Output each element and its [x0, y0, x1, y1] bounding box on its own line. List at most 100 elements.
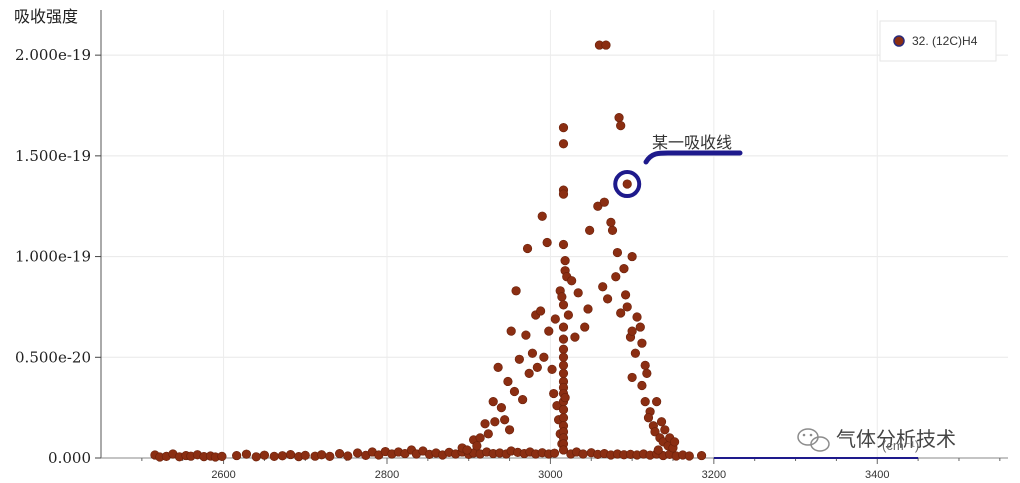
data-point [558, 139, 569, 149]
data-point [558, 368, 569, 379]
data-point [614, 112, 624, 123]
data-point [352, 448, 363, 458]
data-point [493, 362, 503, 372]
data-point [527, 348, 538, 358]
data-point [500, 415, 510, 425]
legend-marker [893, 35, 905, 47]
data-point [560, 392, 570, 403]
data-point [334, 448, 345, 459]
annotation-pointer [643, 150, 743, 165]
data-point [558, 239, 569, 250]
y-ticks: 0.000 0.500e-20 1.000e-19 1.500e-19 2.000e-1… [15, 46, 101, 467]
data-point [503, 376, 513, 387]
data-point [622, 179, 632, 189]
data-point [496, 403, 506, 413]
data-point [653, 445, 663, 455]
data-point [632, 312, 642, 322]
data-point [558, 413, 569, 423]
watermark-text: 气体分析技术 [836, 427, 956, 451]
data-point [550, 314, 560, 324]
y-tick-label: 2.000e-19 [15, 46, 91, 64]
data-point [509, 386, 520, 397]
data-point [612, 247, 623, 258]
grid [101, 10, 1008, 458]
data-point [511, 286, 521, 296]
data-point [475, 433, 485, 443]
data-point [606, 217, 616, 227]
data-point [599, 197, 609, 207]
data-point [522, 243, 533, 254]
data-point [601, 40, 611, 50]
data-point [696, 450, 707, 461]
data-point [549, 448, 560, 458]
data-point [630, 348, 640, 358]
data-point [593, 201, 603, 211]
data-point [518, 394, 528, 405]
data-point [285, 449, 296, 460]
data-point [580, 322, 590, 332]
data-point [558, 360, 569, 370]
data-point [504, 425, 515, 435]
data-point [536, 306, 546, 316]
data-point [483, 429, 493, 439]
data-point [684, 451, 694, 461]
data-point [480, 419, 490, 429]
data-points [150, 40, 707, 462]
data-point [611, 272, 621, 282]
data-point [544, 326, 554, 336]
data-point [532, 362, 542, 372]
data-point [616, 121, 626, 131]
data-point [637, 338, 647, 348]
data-point [585, 225, 595, 235]
x-tick-label: 2800 [375, 469, 399, 481]
data-point [558, 334, 569, 344]
data-point [567, 276, 577, 286]
data-point [583, 304, 593, 314]
data-point [670, 437, 680, 447]
data-point [558, 322, 569, 332]
x-ticks: 2600 2800 3000 3200 3400 [141, 457, 1001, 481]
annotation-circle [613, 170, 642, 199]
data-point [300, 450, 310, 460]
data-point [642, 368, 652, 379]
data-point [652, 397, 662, 407]
data-point [563, 310, 573, 320]
legend-label: 32. (12C)H4 [912, 34, 978, 48]
data-point [217, 451, 227, 461]
data-point [627, 251, 637, 262]
data-point [578, 449, 588, 459]
data-point [259, 450, 270, 460]
x-tick-label: 3000 [538, 469, 562, 481]
x-axis-unit: (cm⁻¹) [882, 438, 919, 453]
data-point [619, 264, 629, 274]
legend[interactable]: 32. (12C)H4 [879, 20, 997, 62]
data-point [539, 352, 549, 362]
data-point [558, 352, 569, 362]
annotation: 某一吸收线 [613, 133, 743, 199]
wechat-icon [797, 428, 830, 452]
data-point [547, 364, 557, 374]
data-point [514, 354, 524, 364]
data-point [560, 256, 570, 266]
data-point [251, 452, 261, 462]
x-tick-label: 2600 [211, 469, 235, 481]
data-point [241, 449, 252, 459]
data-point [643, 413, 654, 423]
data-point [557, 292, 567, 302]
data-point [637, 380, 647, 391]
data-point [558, 405, 569, 415]
data-point [521, 330, 531, 340]
data-point [640, 360, 650, 370]
data-point [607, 225, 618, 235]
y-tick-label: 1.000e-19 [15, 248, 91, 266]
data-point [558, 445, 569, 455]
data-point [558, 344, 569, 354]
data-point [552, 401, 562, 411]
data-point [472, 441, 482, 451]
data-point [537, 211, 547, 221]
data-point [490, 417, 500, 427]
data-point [635, 322, 645, 332]
data-point [549, 388, 559, 399]
data-point [622, 302, 632, 312]
